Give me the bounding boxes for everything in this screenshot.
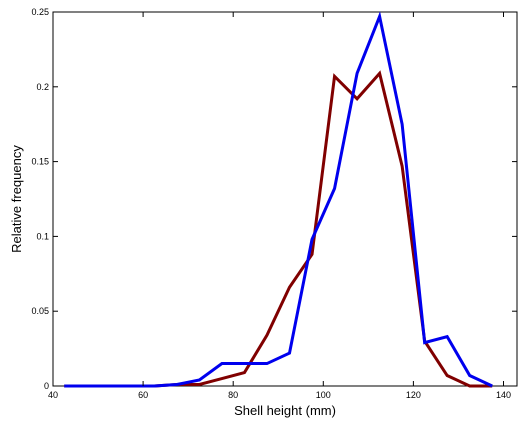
y-tick-label: 0.1 [36, 231, 49, 241]
x-tick-label: 120 [406, 390, 421, 400]
x-tick-label: 140 [496, 390, 511, 400]
tick-labels-layer: 40 60 80 100 120 140 0 0.05 0.1 0.15 0.2 0.25 [31, 7, 511, 400]
x-axis-title: Shell height (mm) [234, 403, 336, 418]
x-tick-label: 60 [138, 390, 148, 400]
series-layer [64, 11, 493, 388]
y-tick-label: 0.2 [36, 82, 49, 92]
y-tick-label: 0 [44, 381, 49, 391]
x-tick-label: 100 [316, 390, 331, 400]
y-tick-label: 0.05 [31, 306, 49, 316]
series-line-2 [64, 11, 493, 388]
ticks-layer [52, 11, 517, 387]
y-tick-label: 0.15 [31, 157, 49, 167]
y-tick-label: 0.25 [31, 7, 49, 17]
y-axis-title: Relative frequency [9, 145, 24, 253]
x-tick-label: 40 [48, 390, 58, 400]
plot-area [52, 11, 518, 387]
x-tick-label: 80 [228, 390, 238, 400]
